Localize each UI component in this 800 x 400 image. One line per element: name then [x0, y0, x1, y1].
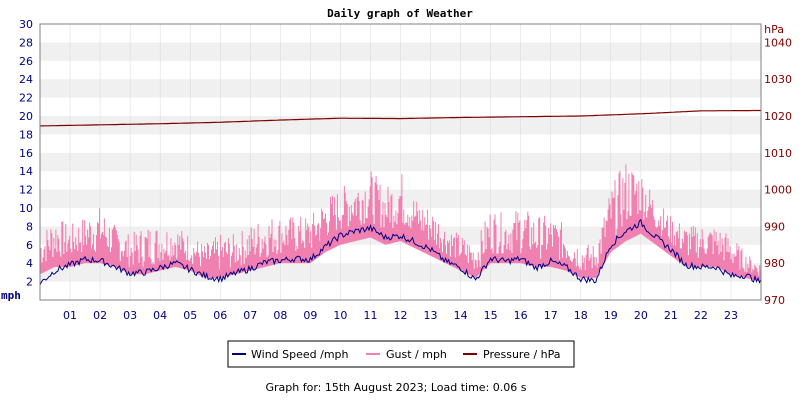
- x-tick-label: 02: [93, 309, 107, 322]
- legend-label-wind: Wind Speed /mph: [251, 348, 349, 361]
- left-axis-label: mph: [1, 289, 21, 302]
- right-axis-ticks: 970 980 990 1000 1010 1020 1030 1040: [764, 36, 792, 307]
- wind-speed-line: [39, 218, 762, 286]
- legend-box: [227, 340, 575, 368]
- left-tick-label: 16: [19, 147, 33, 160]
- x-tick-label: 07: [243, 309, 257, 322]
- legend-label-pressure: Pressure / hPa: [483, 348, 561, 361]
- left-tick-label: 18: [19, 128, 33, 141]
- chart-title: Daily graph of Weather: [327, 7, 473, 20]
- left-tick-label: 8: [26, 220, 33, 233]
- x-axis-ticks: 01 02 03 04 05 06 07 08 09 10 11 12 13 14 15 16 17 18 19 20…: [63, 309, 738, 322]
- left-tick-label: 24: [19, 73, 33, 86]
- left-tick-label: 26: [19, 55, 33, 68]
- x-tick-label: 17: [544, 309, 558, 322]
- pressure-line: [40, 109, 761, 127]
- plot-frame: [39, 23, 762, 301]
- x-tick-label: 13: [424, 309, 438, 322]
- right-tick-label: 970: [764, 294, 785, 307]
- left-tick-label: 22: [19, 92, 33, 105]
- x-tick-label: 22: [694, 309, 708, 322]
- left-tick-label: 28: [19, 36, 33, 49]
- x-tick-label: 18: [574, 309, 588, 322]
- x-tick-label: 10: [333, 309, 347, 322]
- x-tick-label: 15: [484, 309, 498, 322]
- left-tick-label: 2: [26, 276, 33, 289]
- x-tick-label: 23: [724, 309, 738, 322]
- x-tick-label: 14: [454, 309, 468, 322]
- right-tick-label: 1010: [764, 147, 792, 160]
- right-axis-label: hPa: [764, 23, 784, 36]
- x-tick-label: 09: [303, 309, 317, 322]
- right-tick-label: 1040: [764, 36, 792, 49]
- x-tick-label: 21: [664, 309, 678, 322]
- x-tick-label: 20: [634, 309, 648, 322]
- legend: Wind Speed /mph Gust / mph Pressure / hP…: [227, 340, 575, 368]
- left-tick-label: 4: [26, 257, 33, 270]
- x-tick-label: 01: [63, 309, 77, 322]
- left-tick-label: 30: [19, 18, 33, 31]
- x-tick-label: 19: [604, 309, 618, 322]
- left-tick-label: 20: [19, 110, 33, 123]
- left-tick-label: 6: [26, 239, 33, 252]
- right-tick-label: 1020: [764, 110, 792, 123]
- x-tick-label: 08: [273, 309, 287, 322]
- right-tick-label: 1000: [764, 184, 792, 197]
- right-tick-label: 990: [764, 220, 785, 233]
- x-tick-label: 12: [394, 309, 408, 322]
- left-tick-label: 12: [19, 184, 33, 197]
- left-tick-label: 10: [19, 202, 33, 215]
- right-tick-label: 1030: [764, 73, 792, 86]
- footer-text: Graph for: 15th August 2023; Load time: …: [266, 381, 527, 394]
- x-tick-label: 05: [183, 309, 197, 322]
- legend-label-gust: Gust / mph: [386, 348, 447, 361]
- x-tick-label: 16: [514, 309, 528, 322]
- x-tick-label: 04: [153, 309, 167, 322]
- right-tick-label: 980: [764, 257, 785, 270]
- x-tick-label: 06: [213, 309, 227, 322]
- x-tick-label: 03: [123, 309, 137, 322]
- left-tick-label: 14: [19, 165, 33, 178]
- x-tick-label: 11: [363, 309, 377, 322]
